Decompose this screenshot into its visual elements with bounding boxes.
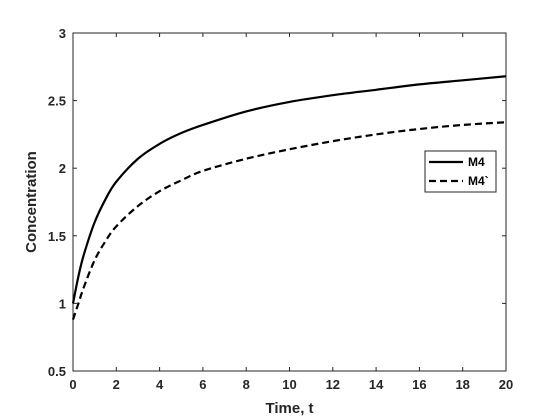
x-axis-title: Time, t: [265, 400, 313, 417]
x-tick-label: 8: [243, 377, 250, 392]
y-tick-label: 1.5: [48, 229, 66, 244]
x-tick-label: 6: [199, 377, 206, 392]
x-tick-label: 14: [369, 377, 384, 392]
series-line-1: [71, 75, 507, 304]
legend-label-1: M4: [468, 155, 485, 169]
x-tick-label: 20: [499, 377, 513, 392]
legend-box: [424, 150, 497, 193]
y-tick-label: 3: [59, 26, 66, 41]
plot-area: [72, 32, 507, 372]
x-tick-label: 12: [326, 377, 340, 392]
x-tick-label: 18: [455, 377, 469, 392]
x-tick-label: 4: [156, 377, 164, 392]
y-tick-label: 1: [59, 296, 66, 311]
axes-frame: [72, 32, 507, 372]
y-tick-label: 2.5: [48, 94, 66, 109]
x-tick-label: 0: [69, 377, 76, 392]
legend-label-2: M4`: [468, 174, 489, 188]
y-tick-label: 2: [59, 161, 66, 176]
ticks-layer: 0 2 4 6 8 10 12 14 16 18 20 0.5 1 1.5 2 2.5 3: [48, 26, 513, 392]
series-layer: [71, 75, 507, 320]
y-tick-label: 0.5: [48, 364, 66, 379]
x-tick-label: 16: [412, 377, 426, 392]
x-tick-label: 10: [282, 377, 296, 392]
series-line-2: [71, 121, 507, 320]
y-axis-title: Concentration: [23, 151, 40, 253]
x-tick-label: 2: [113, 377, 120, 392]
